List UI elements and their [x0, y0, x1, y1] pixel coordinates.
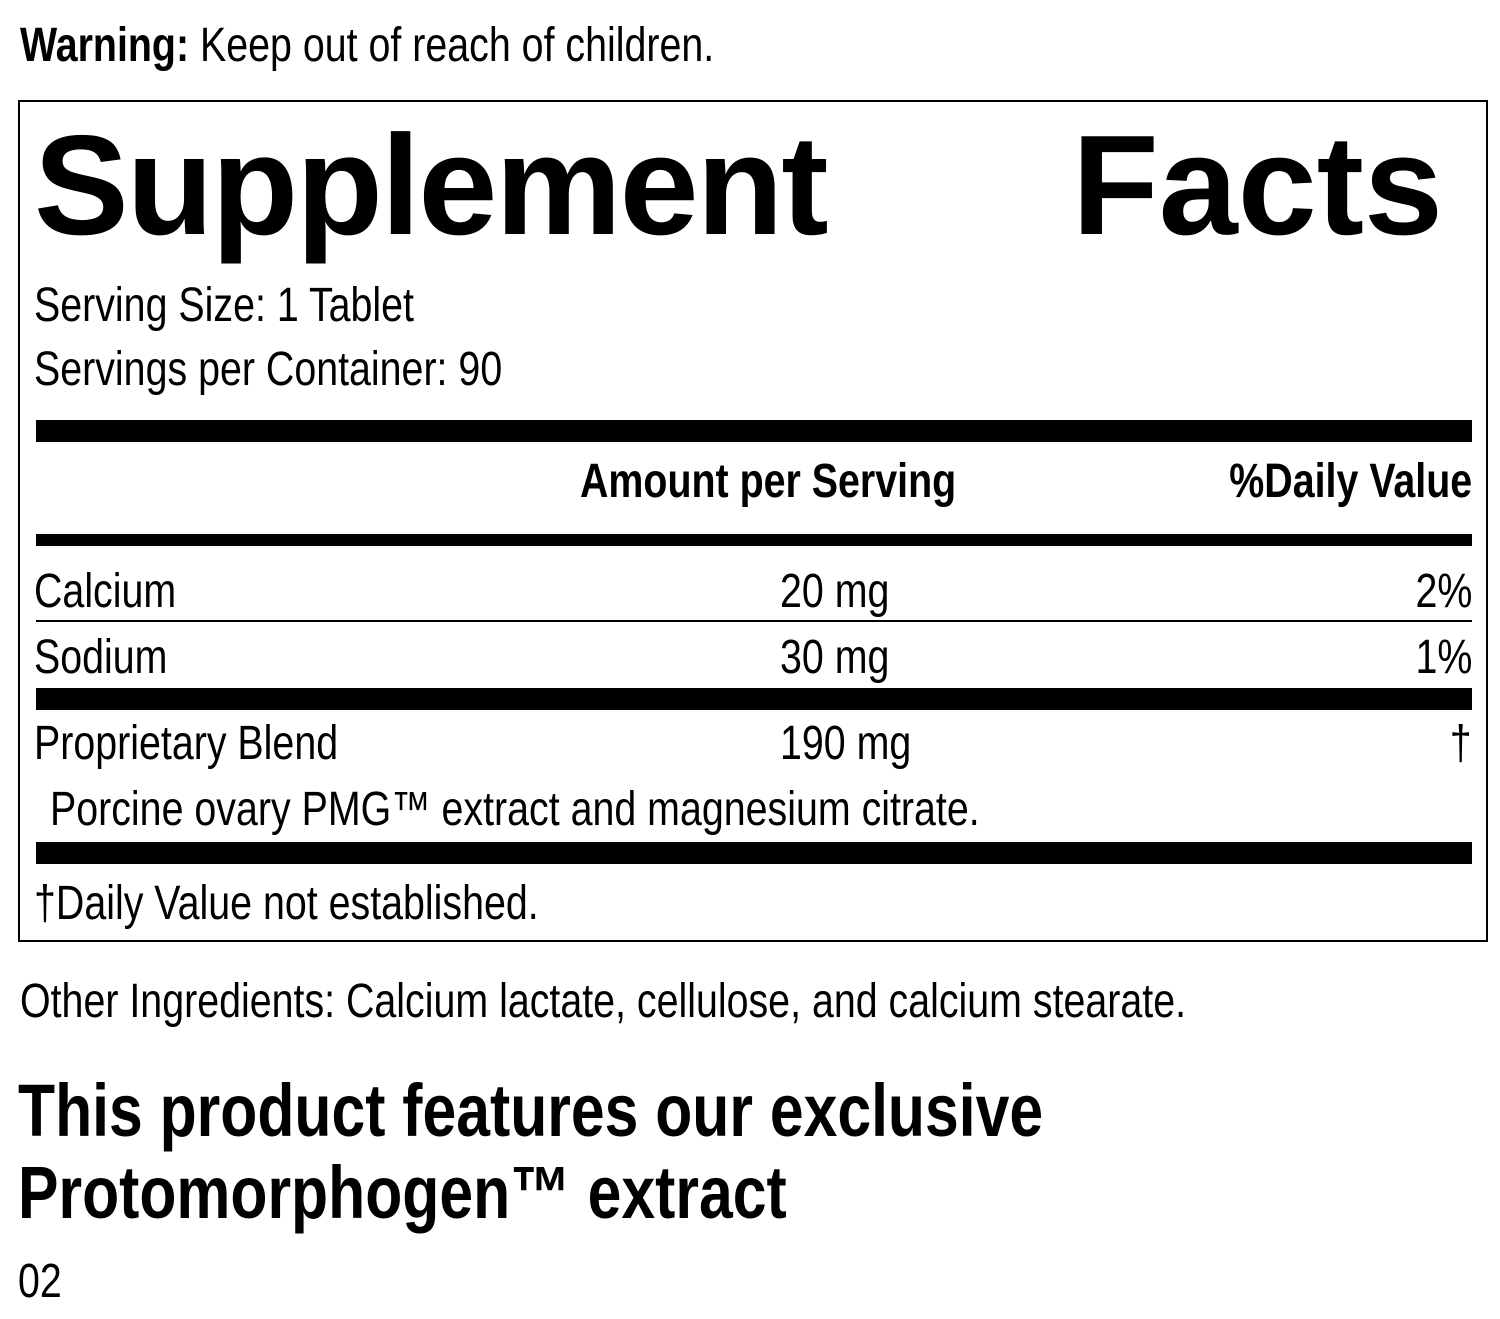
- divider-thin: [36, 620, 1472, 622]
- header-daily-value: %Daily Value: [1229, 455, 1472, 508]
- serving-size: Serving Size: 1 Tablet: [34, 279, 414, 332]
- feature-line-2: Protomorphogen™ extract: [18, 1151, 787, 1234]
- divider-medium: [36, 534, 1472, 546]
- warning-text: Keep out of reach of children.: [189, 19, 715, 72]
- row-dv: †: [1450, 717, 1472, 770]
- title-facts: Facts: [1072, 106, 1443, 265]
- row-name: Proprietary Blend: [34, 717, 339, 770]
- footnote: †Daily Value not established.: [34, 877, 539, 930]
- code: 02: [18, 1255, 62, 1308]
- row-name: Sodium: [34, 631, 168, 684]
- divider-thick: [36, 420, 1472, 442]
- row-amount: 190 mg: [780, 717, 912, 770]
- warning: Warning: Keep out of reach of children.: [20, 18, 714, 73]
- other-ingredients: Other Ingredients: Calcium lactate, cell…: [20, 975, 1187, 1028]
- warning-label: Warning:: [20, 19, 190, 72]
- title-supplement: Supplement: [34, 106, 829, 265]
- supplement-facts-panel: Supplement Facts Serving Size: 1 Tablet …: [18, 100, 1488, 942]
- servings-per-container: Servings per Container: 90: [34, 343, 503, 396]
- row-dv: 1%: [1415, 631, 1472, 684]
- row-amount: 30 mg: [780, 631, 890, 684]
- blend-detail: Porcine ovary PMG™ extract and magnesium…: [50, 783, 980, 836]
- row-name: Calcium: [34, 565, 177, 618]
- header-amount: Amount per Serving: [580, 455, 957, 508]
- row-dv: 2%: [1415, 565, 1472, 618]
- row-amount: 20 mg: [780, 565, 890, 618]
- divider-thick: [36, 688, 1472, 710]
- feature-line-1: This product features our exclusive: [18, 1069, 1044, 1152]
- divider-thick: [36, 842, 1472, 864]
